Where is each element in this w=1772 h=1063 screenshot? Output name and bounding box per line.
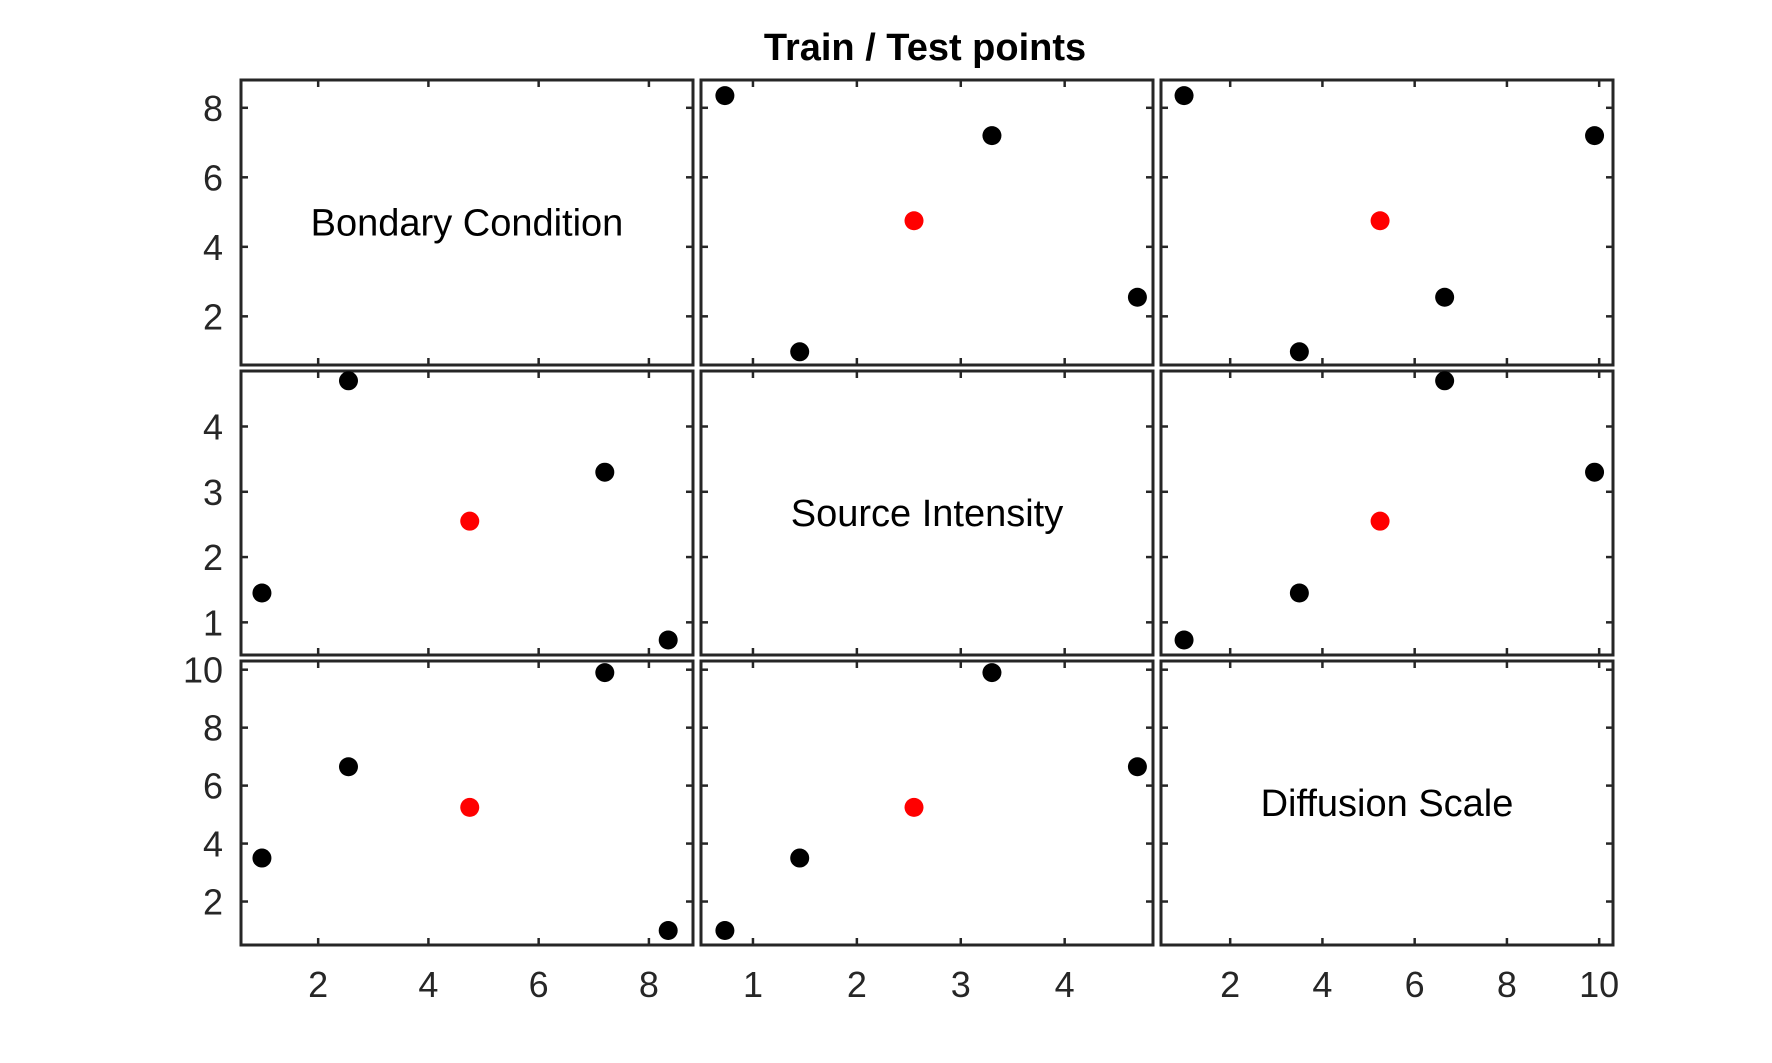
x-tick-label-c1-0: 1: [743, 964, 763, 1005]
panels: Bondary Condition Source Intensity Diffusi…: [183, 78, 1619, 1005]
scatter-point-s0-p1-r2-c1: [1127, 757, 1147, 777]
scatter-point-s0-p0-r0-c2: [1289, 342, 1309, 362]
y-tick-label-r1-3: 4: [203, 406, 223, 447]
panel-frame-r1-c2: [1159, 369, 1615, 657]
scatter-point-s0-p0-r2-c1: [790, 848, 810, 868]
scatter-point-s0-p2-r2-c0: [595, 663, 615, 683]
scatter-point-s0-p0-r1-c2: [1289, 583, 1309, 603]
y-tick-label-r2-2: 6: [203, 766, 223, 807]
scatter-point-s0-p2-r1-c0: [595, 462, 615, 482]
scatter-point-s0-p0-r2-c0: [252, 848, 272, 868]
scatter-point-s1-p0-r2-c0: [460, 797, 480, 817]
x-tick-label-c1-3: 4: [1055, 964, 1075, 1005]
scatter-point-s0-p3-r1-c2: [1174, 630, 1194, 650]
scatter-point-s0-p2-r0-c1: [982, 126, 1002, 146]
scatter-point-s0-p3-r2-c0: [658, 921, 678, 941]
chart-title: Train / Test points: [764, 27, 1086, 69]
panel-frame-r0-c2: [1159, 78, 1615, 367]
y-tick-label-r0-3: 8: [203, 88, 223, 129]
y-tick-label-r0-0: 2: [203, 296, 223, 337]
scatter-point-s0-p0-r1-c0: [252, 583, 272, 603]
scatter-point-s0-p1-r0-c2: [1435, 287, 1455, 307]
y-tick-label-r2-1: 4: [203, 824, 223, 865]
scatter-point-s1-p0-r1-c0: [460, 511, 480, 531]
x-tick-label-c1-2: 3: [951, 964, 971, 1005]
scatter-point-s0-p1-r1-c2: [1435, 371, 1455, 391]
scatter-point-s0-p3-r0-c2: [1174, 86, 1194, 106]
panel-frame-r0-c0: [239, 78, 695, 367]
y-tick-label-r1-1: 2: [203, 537, 223, 578]
panel-frame-r1-c0: [239, 369, 695, 657]
x-tick-label-c2-2: 6: [1405, 964, 1425, 1005]
x-tick-label-c1-1: 2: [847, 964, 867, 1005]
y-tick-label-r1-0: 1: [203, 602, 223, 643]
scatter-point-s0-p1-r2-c0: [338, 757, 358, 777]
y-tick-label-r2-4: 10: [183, 650, 223, 691]
scatter-point-s1-p0-r1-c2: [1370, 511, 1390, 531]
y-tick-label-r1-2: 3: [203, 472, 223, 513]
scatter-point-s0-p2-r2-c1: [982, 663, 1002, 683]
y-tick-label-r2-0: 2: [203, 882, 223, 923]
y-tick-label-r2-3: 8: [203, 708, 223, 749]
x-tick-label-c2-1: 4: [1312, 964, 1332, 1005]
scatter-point-s0-p0-r0-c1: [790, 342, 810, 362]
x-tick-label-c2-4: 10: [1579, 964, 1619, 1005]
scatter-point-s0-p3-r0-c1: [715, 86, 735, 106]
scatter-point-s0-p2-r1-c2: [1585, 462, 1605, 482]
scatter-point-s0-p1-r1-c0: [338, 371, 358, 391]
scatter-point-s0-p1-r0-c1: [1127, 287, 1147, 307]
scatter-point-s0-p3-r2-c1: [715, 921, 735, 941]
diagonal-label-1: Source Intensity: [791, 493, 1063, 535]
panel-frame-r2-c1: [699, 659, 1155, 947]
scatter-point-s1-p0-r0-c2: [1370, 211, 1390, 231]
y-tick-label-r0-1: 4: [203, 227, 223, 268]
panel-frame-r2-c0: [239, 659, 695, 947]
x-tick-label-c0-3: 8: [639, 964, 659, 1005]
scatter-point-s0-p3-r1-c0: [658, 630, 678, 650]
y-tick-label-r0-2: 6: [203, 157, 223, 198]
panel-frame-r0-c1: [699, 78, 1155, 367]
diagonal-label-0: Bondary Condition: [311, 203, 624, 245]
x-tick-label-c0-2: 6: [529, 964, 549, 1005]
panel-frame-r1-c1: [699, 369, 1155, 657]
panel-frame-r2-c2: [1159, 659, 1615, 947]
diagonal-label-2: Diffusion Scale: [1261, 783, 1514, 825]
scatter-point-s0-p2-r0-c2: [1585, 126, 1605, 146]
x-tick-label-c0-1: 4: [418, 964, 438, 1005]
x-tick-label-c0-0: 2: [308, 964, 328, 1005]
x-tick-label-c2-3: 8: [1497, 964, 1517, 1005]
x-tick-label-c2-0: 2: [1220, 964, 1240, 1005]
scatter-point-s1-p0-r2-c1: [904, 797, 924, 817]
scatter-point-s1-p0-r0-c1: [904, 211, 924, 231]
